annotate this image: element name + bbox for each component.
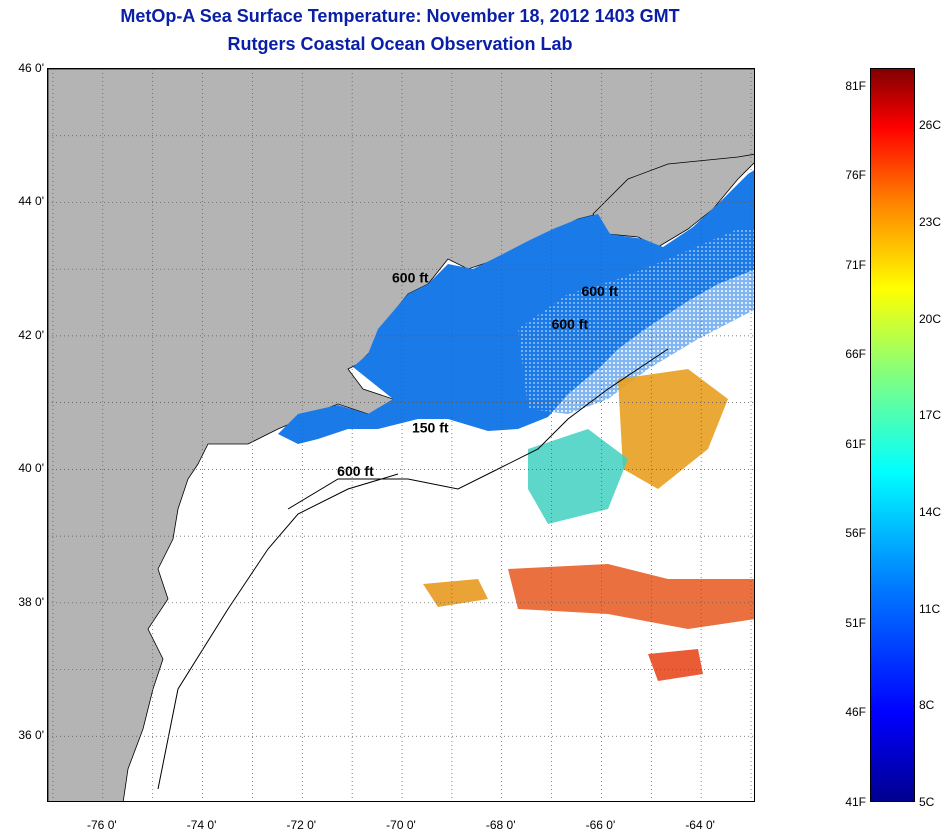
depth-labels: 600 ft 600 ft 600 ft 150 ft 600 ft [337, 270, 618, 480]
latitude-label: 42 0' [18, 327, 44, 342]
colorbar-label-fahrenheit: 81F [845, 78, 866, 93]
temperature-colorbar [870, 68, 915, 802]
colorbar-label-celsius: 23C [919, 214, 942, 229]
latitude-label: 46 0' [18, 61, 44, 75]
warm-water-patch [648, 649, 703, 681]
gulf-of-maine-water [278, 170, 754, 444]
colorbar-label-celsius: 14C [919, 504, 942, 519]
cloud-cover [518, 229, 754, 414]
colorbar-label-fahrenheit: 51F [845, 615, 866, 630]
colorbar-label-fahrenheit: 46F [845, 705, 866, 720]
latitude-label: 38 0' [18, 594, 44, 609]
warm-water-patch [618, 369, 728, 489]
sst-map[interactable]: 600 ft 600 ft 600 ft 150 ft 600 ft [47, 68, 755, 802]
colorbar-label-celsius: 11C [919, 601, 941, 616]
longitude-label: -72 0' [286, 818, 317, 832]
longitude-label: -64 0' [685, 818, 715, 832]
longitude-label: -74 0' [186, 818, 217, 832]
longitude-label: -70 0' [386, 818, 416, 832]
depth-contour-600ft [287, 348, 669, 510]
colorbar-label-fahrenheit: 61F [845, 436, 866, 451]
longitude-label: -68 0' [485, 818, 516, 832]
longitude-label: -66 0' [585, 818, 616, 832]
depth-label: 600 ft [552, 316, 589, 332]
warm-water-patch [423, 579, 488, 607]
colorbar-label-fahrenheit: 71F [845, 257, 866, 272]
latitude-label: 40 0' [18, 461, 44, 476]
depth-contour-150ft [157, 473, 399, 790]
map-subtitle: Rutgers Coastal Ocean Observation Lab [227, 34, 573, 54]
depth-label: 600 ft [581, 283, 618, 299]
colorbar-label-fahrenheit: 76F [845, 168, 866, 183]
colorbar-label-celsius: 17C [919, 408, 942, 423]
colorbar-label-celsius: 5C [919, 795, 935, 809]
nova-scotia [592, 153, 754, 248]
latitude-label: 44 0' [18, 194, 44, 209]
colorbar-label-celsius: 20C [919, 311, 942, 326]
colorbar-label-fahrenheit: 56F [845, 526, 866, 541]
latitude-label: 36 0' [18, 728, 44, 743]
map-title: MetOp-A Sea Surface Temperature: Novembe… [120, 6, 680, 26]
depth-label: 600 ft [337, 463, 374, 479]
colorbar-label-celsius: 8C [919, 698, 935, 713]
colorbar-label-fahrenheit: 41F [845, 795, 866, 809]
teal-water-patch [528, 429, 628, 524]
warm-water-patch [508, 564, 754, 629]
depth-label: 600 ft [392, 270, 429, 286]
colorbar-label-fahrenheit: 66F [845, 347, 866, 362]
colorbar-label-celsius: 26C [919, 118, 942, 133]
depth-label: 150 ft [412, 420, 449, 436]
longitude-label: -76 0' [87, 818, 117, 832]
